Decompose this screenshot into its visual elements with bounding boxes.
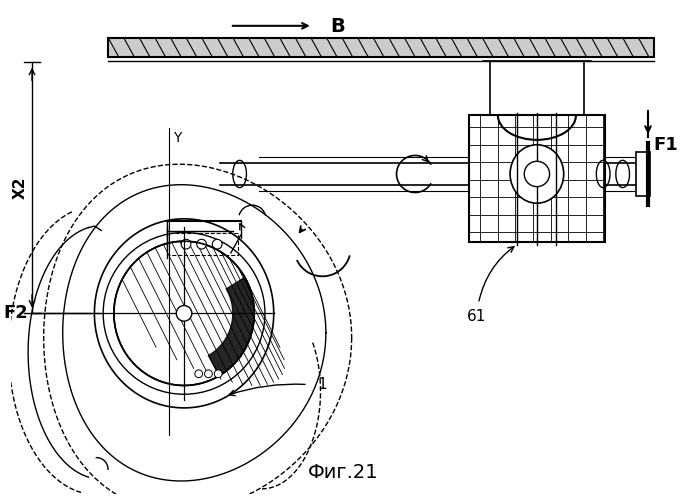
Circle shape xyxy=(212,240,222,249)
Circle shape xyxy=(195,370,203,378)
Text: В: В xyxy=(331,18,345,36)
Polygon shape xyxy=(208,278,254,376)
Bar xyxy=(469,116,605,242)
Text: Y: Y xyxy=(173,131,182,145)
Text: Фиг.21: Фиг.21 xyxy=(307,462,378,481)
Circle shape xyxy=(525,162,550,186)
Text: F1: F1 xyxy=(654,136,679,154)
Ellipse shape xyxy=(510,144,563,203)
Circle shape xyxy=(176,306,192,321)
Circle shape xyxy=(181,240,191,249)
Text: 1: 1 xyxy=(318,377,327,392)
Bar xyxy=(637,152,650,196)
Polygon shape xyxy=(114,241,254,386)
Circle shape xyxy=(197,240,206,249)
Text: 61: 61 xyxy=(466,309,486,324)
Circle shape xyxy=(214,370,222,378)
Bar xyxy=(169,234,238,255)
Bar xyxy=(108,38,654,57)
Circle shape xyxy=(204,370,212,378)
Text: X2: X2 xyxy=(13,176,28,199)
Text: F2: F2 xyxy=(3,304,28,322)
